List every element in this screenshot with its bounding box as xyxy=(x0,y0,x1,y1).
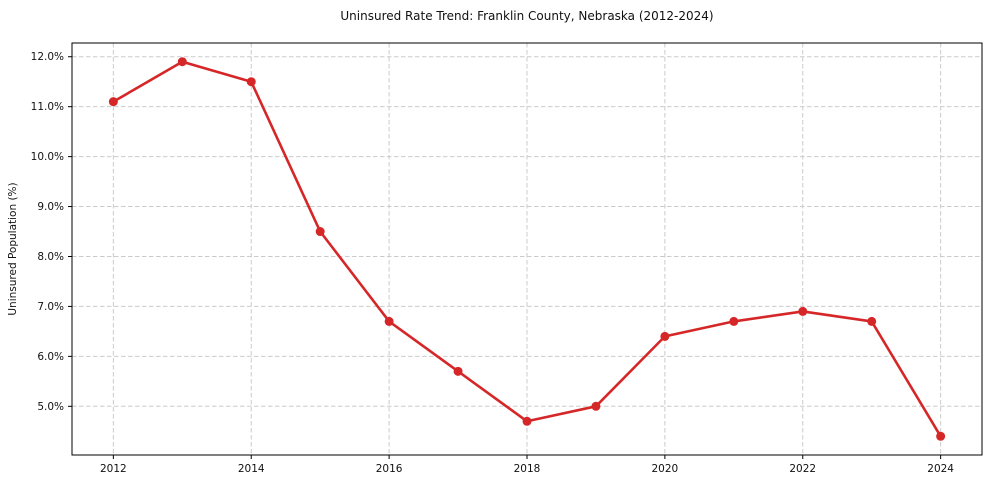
y-tick-label: 11.0% xyxy=(31,101,64,113)
data-point-2017 xyxy=(453,366,463,376)
data-point-2023 xyxy=(867,316,877,326)
data-point-2021 xyxy=(729,316,739,326)
data-point-2015 xyxy=(315,227,325,237)
data-point-2019 xyxy=(591,401,601,411)
data-point-2012 xyxy=(108,97,118,107)
y-tick-label: 6.0% xyxy=(37,351,64,363)
x-tick-label: 2014 xyxy=(238,463,265,475)
chart-title: Uninsured Rate Trend: Franklin County, N… xyxy=(340,9,714,23)
data-point-2020 xyxy=(660,331,670,341)
x-tick-label: 2022 xyxy=(789,463,816,475)
x-tick-label: 2016 xyxy=(376,463,403,475)
data-point-2013 xyxy=(177,57,187,67)
data-point-2014 xyxy=(246,77,256,87)
x-tick-label: 2018 xyxy=(514,463,541,475)
y-tick-label: 12.0% xyxy=(31,51,64,63)
y-tick-label: 7.0% xyxy=(37,301,64,313)
data-point-2024 xyxy=(936,431,946,441)
x-tick-label: 2024 xyxy=(927,463,954,475)
y-tick-label: 5.0% xyxy=(37,401,64,413)
data-point-2022 xyxy=(798,306,808,316)
data-point-2018 xyxy=(522,416,532,426)
y-tick-label: 10.0% xyxy=(31,151,64,163)
x-tick-label: 2020 xyxy=(652,463,679,475)
y-tick-label: 9.0% xyxy=(37,201,64,213)
y-tick-label: 8.0% xyxy=(37,251,64,263)
x-tick-label: 2012 xyxy=(100,463,127,475)
data-point-2016 xyxy=(384,316,394,326)
y-axis-label: Uninsured Population (%) xyxy=(7,182,19,316)
